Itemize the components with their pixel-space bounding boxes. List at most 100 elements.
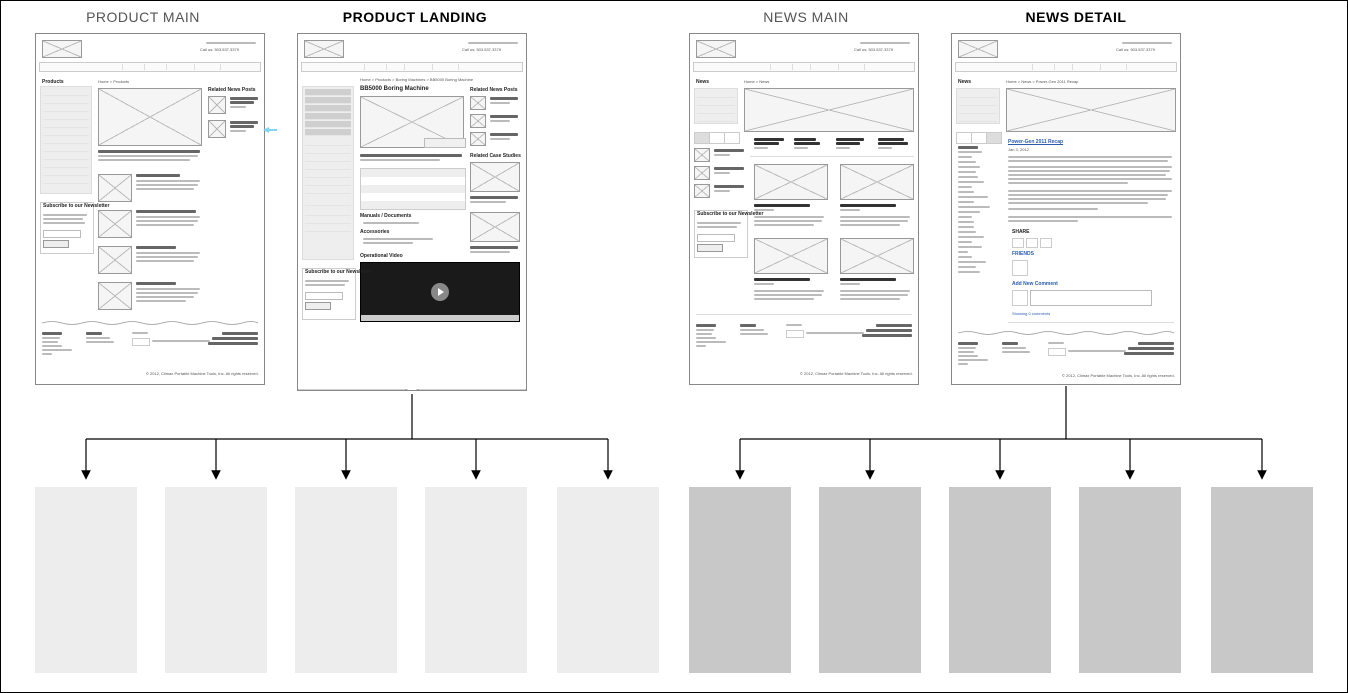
post-title[interactable]: Power-Gen 2011 Recap <box>1008 140 1063 145</box>
ll-thumb-2 <box>694 166 710 180</box>
navbar <box>39 62 261 72</box>
copyright: © 2012, Climax Portable Machine Tools, I… <box>800 372 913 376</box>
breadcrumb: Home > Products <box>98 80 129 84</box>
newsletter-title: Subscribe to our Newsletter <box>305 270 371 275</box>
logo <box>958 40 998 58</box>
child-page-r3 <box>949 487 1051 673</box>
rent-badge <box>424 138 466 148</box>
sub-thumb-4 <box>98 282 132 310</box>
navbar <box>301 62 523 72</box>
hero-image <box>98 88 202 146</box>
copyright: © 2012, Climax Portable Machine Tools, I… <box>146 372 259 376</box>
friend-avatar <box>1012 260 1028 276</box>
navbar <box>955 62 1177 72</box>
related-news-title: Related News Posts <box>470 88 518 93</box>
related-news-title: Related News Posts <box>208 88 256 93</box>
grid-thumb-r2-2 <box>840 164 914 200</box>
sidebar <box>40 86 92 194</box>
logo <box>42 40 82 58</box>
child-page-r1 <box>689 487 791 673</box>
grid-thumb-r2-1 <box>754 164 828 200</box>
fb-like-button[interactable] <box>786 330 804 338</box>
newsletter-title: Subscribe to our Newsletter <box>43 204 109 209</box>
tab-topics[interactable] <box>725 133 739 143</box>
sidebar <box>956 88 1000 124</box>
tabs <box>694 132 740 144</box>
tab-recent[interactable] <box>972 133 987 143</box>
comment-input[interactable] <box>1030 290 1152 306</box>
tabs <box>956 132 1002 144</box>
page-product-main: Call us: 503.537.3379 Products Home > Pr… <box>35 33 265 385</box>
page-h1: News <box>958 80 971 85</box>
comments-title: Add New Comment <box>1012 282 1058 287</box>
grid-thumb-r3-2 <box>840 238 914 274</box>
phone-label: Call us: 503.537.3379 <box>462 48 501 52</box>
child-page-r2 <box>819 487 921 673</box>
comment-avatar <box>1012 290 1028 306</box>
phone-label: Call us: 503.537.3379 <box>854 48 893 52</box>
tab-popular[interactable] <box>957 133 972 143</box>
subscribe-button[interactable] <box>43 240 69 248</box>
tab-topics[interactable] <box>987 133 1001 143</box>
breadcrumb: Home > News > Power-Gen 2011 Recap <box>1006 80 1078 84</box>
video-title: Operational Video <box>360 254 403 259</box>
email-input[interactable] <box>305 292 343 300</box>
fb-like-button[interactable] <box>132 338 150 346</box>
child-page-l1 <box>35 487 137 673</box>
grid-thumb-r3-1 <box>754 238 828 274</box>
tab-recent[interactable] <box>710 133 725 143</box>
fb-like-button[interactable] <box>1048 348 1066 356</box>
blue-annotation-arrow <box>263 120 277 126</box>
docs-title: Manuals / Documents <box>360 214 411 219</box>
curly-edge <box>298 389 526 391</box>
page-product-landing: Call us: 503.537.3379 Home > Products > … <box>297 33 527 391</box>
ll-thumb-3 <box>694 184 710 198</box>
email-input[interactable] <box>43 230 81 238</box>
email-input[interactable] <box>697 234 735 242</box>
play-icon[interactable] <box>431 283 449 301</box>
sidebar <box>694 88 738 124</box>
child-page-r4 <box>1079 487 1181 673</box>
logo <box>696 40 736 58</box>
child-page-r5 <box>1211 487 1313 673</box>
page-news-detail: Call us: 503.537.3379 News Home > News >… <box>951 33 1181 385</box>
sub-thumb-1 <box>98 174 132 202</box>
copyright: © 2012, Climax Portable Machine Tools, I… <box>1062 374 1175 378</box>
phone-label: Call us: 503.537.3379 <box>200 48 239 52</box>
rn-thumb-1 <box>470 96 486 110</box>
subscribe-button[interactable] <box>305 302 331 310</box>
video-player[interactable] <box>360 262 520 322</box>
page-h1: News <box>696 80 709 85</box>
sub-thumb-3 <box>98 246 132 274</box>
spec-table <box>360 168 466 210</box>
comments-status: Showing 0 comments <box>1012 312 1050 316</box>
child-page-l4 <box>425 487 527 673</box>
navbar <box>693 62 915 72</box>
child-page-l2 <box>165 487 267 673</box>
sub-thumb-2 <box>98 210 132 238</box>
squiggle-divider <box>42 320 258 326</box>
rn-thumb-2 <box>470 114 486 128</box>
logo <box>304 40 344 58</box>
related-thumb-1 <box>208 96 226 114</box>
child-page-l5 <box>557 487 659 673</box>
friends-title: FRIENDS <box>1012 252 1034 257</box>
cs-thumb-2 <box>470 212 520 242</box>
col-title-news-main: NEWS MAIN <box>751 9 861 25</box>
page-news-main: Call us: 503.537.3379 News Home > News <box>689 33 919 385</box>
breadcrumb: Home > News <box>744 80 769 84</box>
post-date: Jan 3, 2012 <box>1008 148 1029 152</box>
topic-list <box>956 146 1000 286</box>
hero-image <box>744 88 914 132</box>
col-title-news-detail: NEWS DETAIL <box>1021 9 1131 25</box>
hero-image <box>1006 88 1176 132</box>
page-h1: BB5000 Boring Machine <box>360 86 429 92</box>
rn-thumb-3 <box>470 132 486 146</box>
share-title: SHARE <box>1012 230 1030 235</box>
tab-popular[interactable] <box>695 133 710 143</box>
subscribe-button[interactable] <box>697 244 723 252</box>
related-thumb-2 <box>208 120 226 138</box>
sidebar-title: Products <box>42 80 64 85</box>
related-cs-title: Related Case Studies <box>470 154 521 159</box>
sidebar <box>302 86 354 260</box>
